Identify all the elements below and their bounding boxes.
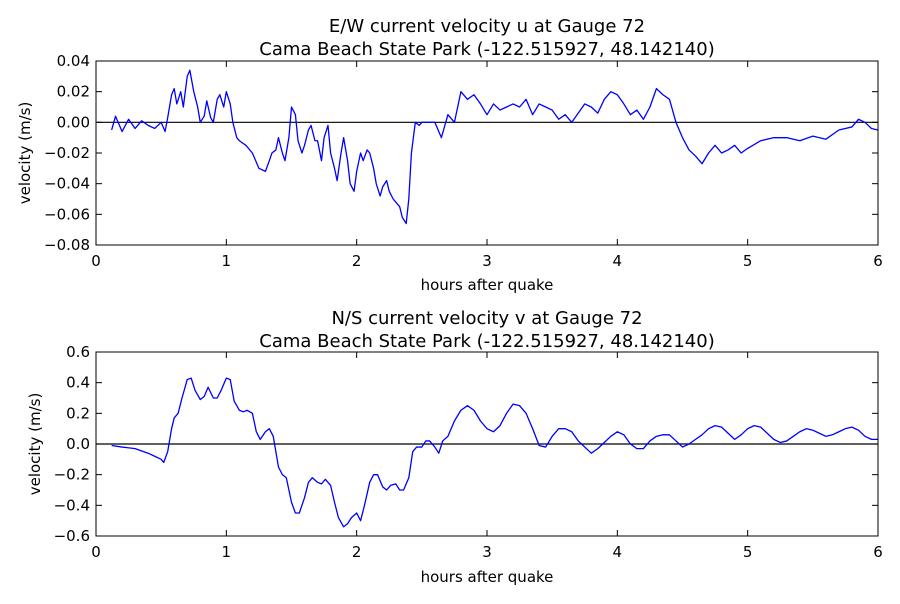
- y-tick-label: 0.6: [66, 343, 90, 361]
- x-tick-label: 0: [91, 252, 101, 270]
- y-tick-label: −0.2: [54, 466, 90, 484]
- y-tick-label: 0.2: [66, 404, 90, 422]
- x-tick-label: 0: [91, 543, 101, 561]
- series-line-1: [111, 69, 878, 225]
- x-tick-label: 4: [613, 252, 623, 270]
- y-tick-label: −0.08: [44, 236, 90, 254]
- x-tick-label: 2: [352, 543, 362, 561]
- y-tick-label: 0.02: [57, 83, 90, 101]
- y-tick-label: 0.4: [66, 374, 90, 392]
- y-tick-label: 0.0: [66, 435, 90, 453]
- x-tick-label: 6: [873, 252, 883, 270]
- x-tick-label: 3: [482, 543, 492, 561]
- chart-title-line2: Cama Beach State Park (-122.515927, 48.1…: [259, 331, 714, 352]
- x-tick-label: 6: [873, 543, 883, 561]
- y-axis-label: velocity (m/s): [26, 393, 44, 496]
- chart-title-line2: Cama Beach State Park (-122.515927, 48.1…: [259, 39, 714, 60]
- series-line-1: [111, 377, 878, 528]
- y-tick-label: −0.4: [54, 496, 90, 514]
- chart-title-line1: E/W current velocity u at Gauge 72: [329, 16, 645, 37]
- chart-title-line1: N/S current velocity v at Gauge 72: [331, 308, 642, 329]
- y-tick-label: −0.6: [54, 527, 90, 545]
- x-tick-label: 3: [482, 252, 492, 270]
- x-tick-label: 1: [222, 252, 232, 270]
- y-tick-label: −0.02: [44, 144, 90, 162]
- y-tick-label: −0.04: [44, 175, 90, 193]
- x-tick-label: 4: [613, 543, 623, 561]
- y-tick-label: 0.00: [57, 113, 90, 131]
- y-axis-label: velocity (m/s): [16, 102, 34, 205]
- x-tick-label: 1: [222, 543, 232, 561]
- x-tick-label: 2: [352, 252, 362, 270]
- x-axis-label: hours after quake: [421, 276, 554, 294]
- y-tick-label: 0.04: [57, 52, 90, 70]
- x-tick-label: 5: [743, 252, 753, 270]
- x-tick-label: 5: [743, 543, 753, 561]
- y-tick-label: −0.06: [44, 205, 90, 223]
- x-axis-label: hours after quake: [421, 568, 554, 586]
